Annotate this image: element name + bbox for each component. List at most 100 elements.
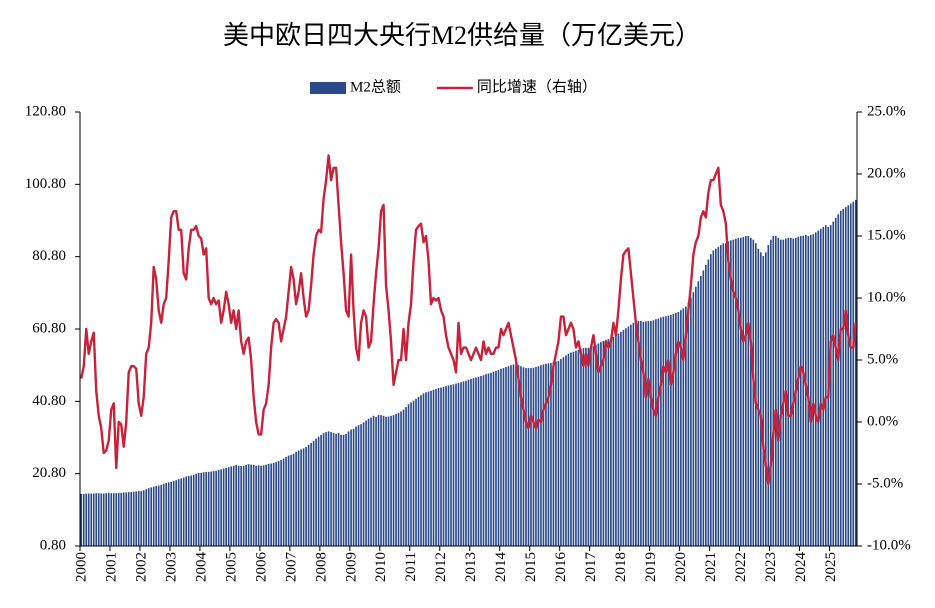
bar (97, 493, 100, 546)
bar (135, 491, 138, 546)
bar (402, 409, 405, 546)
bar (130, 492, 133, 546)
bar (310, 442, 312, 546)
bar (260, 465, 262, 546)
bar (375, 416, 377, 546)
bar (472, 378, 475, 546)
bar (400, 411, 402, 546)
bar (682, 308, 685, 546)
bar (597, 343, 600, 546)
bar (515, 364, 517, 546)
bar (455, 383, 457, 546)
bar (407, 404, 410, 546)
bar (350, 429, 352, 546)
bar (767, 245, 770, 547)
bar (517, 365, 520, 546)
bar (410, 402, 412, 546)
bar (650, 321, 652, 546)
bar (817, 230, 820, 547)
bar (537, 366, 540, 546)
bar (170, 481, 173, 546)
y2-tick-label: 0.0% (867, 413, 898, 429)
bar (432, 389, 435, 546)
legend-label: M2总额 (350, 78, 401, 95)
x-tick-label: 2004 (193, 552, 209, 583)
bar (715, 248, 717, 546)
bar (585, 347, 587, 546)
x-tick-label: 2022 (733, 552, 749, 582)
bar (580, 349, 582, 546)
x-tick-label: 2016 (553, 552, 569, 583)
bar (187, 475, 190, 546)
bar (652, 320, 655, 546)
bar (560, 359, 562, 546)
bar (362, 422, 365, 546)
bar (542, 364, 545, 546)
bar (420, 395, 422, 546)
bar (195, 473, 197, 546)
bar (405, 407, 407, 546)
bar (382, 415, 385, 546)
y-tick-label: 120.80 (25, 103, 66, 119)
bar (275, 462, 277, 546)
bar (412, 400, 415, 546)
bar (95, 493, 98, 546)
bar (662, 316, 665, 546)
bar (612, 336, 615, 546)
bar (287, 455, 290, 546)
bar (152, 486, 155, 546)
bar (507, 366, 510, 546)
bar (675, 313, 677, 546)
bar (610, 338, 612, 546)
bar (475, 377, 477, 546)
y-tick-label: 40.80 (32, 393, 66, 409)
bar (759, 252, 762, 546)
bar (615, 335, 617, 546)
bar (532, 367, 535, 546)
bar (227, 467, 230, 546)
bar (250, 464, 252, 546)
bar (320, 434, 322, 546)
bar (300, 449, 302, 546)
bar (717, 246, 720, 546)
bar (685, 306, 687, 546)
bar (212, 471, 215, 546)
bar (292, 453, 295, 546)
bar (217, 470, 220, 546)
bar (205, 471, 207, 546)
bar (357, 425, 360, 546)
bar (165, 483, 168, 546)
bar (100, 493, 103, 546)
bar (137, 491, 140, 546)
y-tick-label: 80.80 (32, 248, 66, 264)
y-tick-label: 20.80 (32, 465, 66, 481)
bar (452, 384, 455, 546)
y-tick-label: 100.80 (25, 176, 66, 192)
legend-swatch (310, 82, 346, 94)
bar (115, 493, 118, 546)
bar (80, 493, 83, 546)
bar (342, 434, 345, 546)
bar (347, 431, 350, 546)
bar (730, 240, 732, 546)
bar (167, 482, 170, 546)
bar (460, 382, 462, 546)
bar (692, 292, 695, 546)
bar (265, 464, 267, 546)
bar (367, 418, 370, 546)
bar (490, 372, 492, 546)
bar (120, 492, 123, 546)
bar (340, 434, 342, 546)
bar (442, 386, 445, 546)
bar (272, 462, 275, 546)
y2-tick-label: -5.0% (867, 475, 903, 491)
bar (647, 321, 650, 546)
bar (837, 214, 840, 546)
bar (520, 366, 522, 546)
bar (335, 433, 337, 546)
x-tick-label: 2002 (133, 552, 149, 582)
bar (397, 412, 400, 546)
bar (110, 493, 113, 546)
bar (645, 321, 647, 546)
x-tick-label: 2001 (103, 552, 119, 582)
